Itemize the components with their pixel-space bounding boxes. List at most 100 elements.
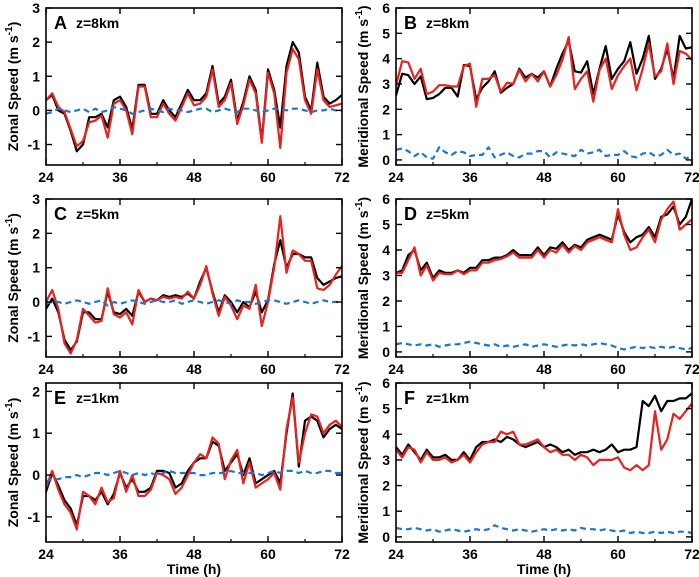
x-tick-label: 60 [610,546,626,562]
y-tick-label: 4 [382,426,390,442]
x-tick-label: 60 [610,361,626,377]
x-tick-label: 24 [38,546,54,562]
y-tick-label: 1 [32,68,40,84]
y-tick-label: 6 [382,375,390,391]
series-red-line [396,35,692,108]
y-axis-label: Zonal Speed (m s-1) [4,398,21,528]
y-tick-label: 0 [382,152,390,168]
y-tick-label: 3 [32,191,40,207]
x-tick-label: 24 [388,361,404,377]
plot-frame [45,7,343,166]
x-tick-label: 60 [610,169,626,185]
y-tick-label: 2 [382,478,390,494]
y-tick-label: -1 [28,137,41,153]
series-black-line [46,239,342,352]
x-tick-label: 24 [388,546,404,562]
series-red-line [46,215,342,355]
y-tick-label: 0 [382,344,390,360]
y-axis-label: Meridional Speed (m s-1) [354,197,371,359]
x-tick-label: 60 [260,361,276,377]
plot-frame [395,198,693,358]
x-tick-label: 36 [112,361,128,377]
plot-frame [395,7,693,166]
x-tick-label: 72 [684,361,699,377]
x-tick-label: 48 [536,361,552,377]
y-tick-label: 2 [32,383,40,399]
y-tick-label: 3 [382,452,390,468]
x-tick-label: 48 [186,546,202,562]
series-blue-line [46,469,342,483]
y-axis-label: Zonal Speed (m s-1) [4,213,21,343]
plot-frame [45,198,343,358]
x-tick-label: 48 [536,546,552,562]
y-tick-label: 2 [32,225,40,241]
panel-letter: B [404,13,417,33]
y-tick-label: 1 [382,318,390,334]
y-tick-label: 1 [32,260,40,276]
y-tick-label: 0 [382,529,390,545]
y-axis-label: Meridional Speed (m s-1) [354,5,371,167]
series-red-line [46,47,342,149]
y-tick-label: 3 [382,76,390,92]
x-tick-label: 24 [38,169,54,185]
panel-letter: A [54,13,67,33]
series-blue-line [46,105,342,115]
panel-letter: D [404,204,417,224]
x-tick-label: 72 [334,546,350,562]
y-tick-label: 1 [32,425,40,441]
y-axis-label: Meridional Speed (m s-1) [354,381,371,543]
x-tick-label: 60 [260,169,276,185]
y-tick-label: -1 [28,509,41,525]
x-tick-label: 72 [334,361,350,377]
panel-letter: C [54,204,67,224]
y-tick-label: 5 [382,401,390,417]
panel-letter: F [404,388,415,408]
series-red-line [46,396,342,531]
x-tick-label: 48 [186,169,202,185]
x-axis-label: Time (h) [167,561,221,577]
x-tick-label: 48 [536,169,552,185]
series-blue-line [396,524,692,535]
y-tick-label: 2 [382,101,390,117]
x-tick-label: 48 [186,361,202,377]
x-tick-label: 36 [462,546,478,562]
panel-f: 24 36 48 60 72 0 1 2 3 4 5 6F z=1km Meridional Speed … [354,375,699,577]
series-blue-line [46,299,342,307]
y-tick-label: 3 [382,267,390,283]
series-red-line [396,402,692,472]
x-tick-label: 72 [684,169,699,185]
y-tick-label: 1 [382,127,390,143]
series-blue-line [396,146,692,160]
x-tick-label: 36 [112,169,128,185]
y-tick-label: 5 [382,216,390,232]
y-tick-label: 4 [382,242,390,258]
y-tick-label: 6 [382,0,390,16]
x-tick-label: 24 [388,169,404,185]
x-tick-label: 36 [462,169,478,185]
x-tick-label: 24 [38,361,54,377]
panel-a: 24 36 48 60 72 -1 0 1 2 3A z=8km Zonal Speed (m s-1… [4,0,350,185]
panel-b: 24 36 48 60 72 0 1 2 3 4 5 6B z=8km Meridional Speed … [354,0,699,185]
x-tick-label: 72 [334,169,350,185]
x-tick-label: 36 [462,361,478,377]
y-tick-label: 5 [382,25,390,41]
panel-subtitle: z=5km [76,206,119,222]
y-tick-label: 3 [32,0,40,16]
panel-subtitle: z=8km [426,15,469,31]
series-black-line [396,199,692,280]
y-tick-label: 2 [32,34,40,50]
y-tick-label: 2 [382,293,390,309]
plot-frame [395,382,693,543]
panel-subtitle: z=1km [426,390,469,406]
panel-subtitle: z=8km [76,15,119,31]
y-axis-label: Zonal Speed (m s-1) [4,22,21,152]
panel-letter: E [54,388,66,408]
series-red-line [396,200,692,282]
y-tick-label: 0 [32,294,40,310]
x-tick-label: 36 [112,546,128,562]
y-tick-label: 0 [32,102,40,118]
panel-subtitle: z=5km [426,206,469,222]
y-tick-label: -1 [28,328,41,344]
